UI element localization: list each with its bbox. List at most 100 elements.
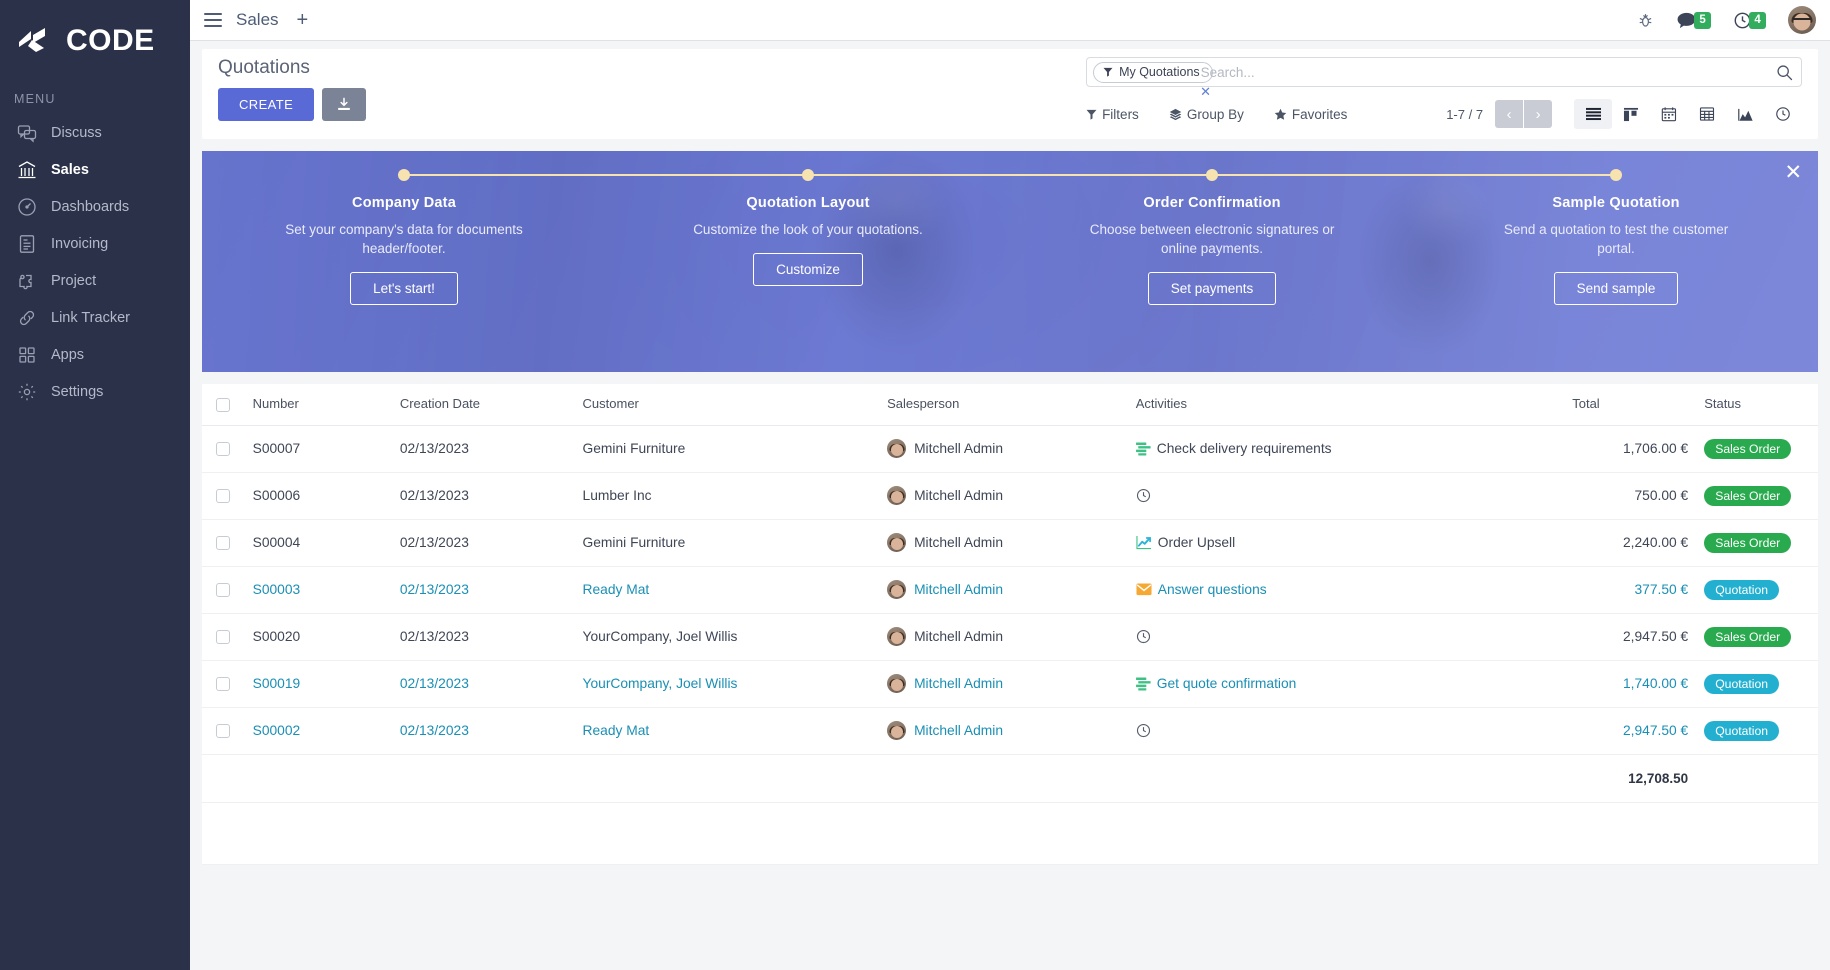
row-checkbox[interactable] xyxy=(216,583,230,598)
pager-next-button[interactable]: › xyxy=(1524,100,1553,128)
cell-salesperson: Mitchell Admin xyxy=(879,472,1128,520)
column-header-number[interactable]: Number xyxy=(244,384,392,426)
view-activity-button[interactable] xyxy=(1764,99,1802,129)
row-checkbox[interactable] xyxy=(216,442,230,457)
row-checkbox[interactable] xyxy=(216,630,230,645)
invoicing-icon xyxy=(16,233,38,255)
table-row[interactable]: S00019 02/13/2023 YourCompany, Joel Will… xyxy=(202,660,1819,708)
column-header-activities[interactable]: Activities xyxy=(1127,384,1565,426)
onboarding-step-quotation-layout: Quotation Layout Customize the look of y… xyxy=(606,151,1011,286)
pager-previous-button[interactable]: ‹ xyxy=(1495,100,1524,128)
sidebar-item-apps[interactable]: Apps xyxy=(0,336,190,373)
favorites-dropdown[interactable]: Favorites xyxy=(1274,107,1347,122)
table-row[interactable]: S00003 02/13/2023 Ready Mat Mitchell Adm… xyxy=(202,566,1819,614)
top-navbar: Sales + 5 xyxy=(190,0,1830,41)
table-row[interactable]: S00004 02/13/2023 Gemini Furniture Mitch… xyxy=(202,519,1819,567)
filter-funnel-icon xyxy=(1086,109,1097,120)
row-checkbox[interactable] xyxy=(216,724,230,739)
column-header-salesperson[interactable]: Salesperson xyxy=(879,384,1128,426)
import-button[interactable] xyxy=(322,88,367,121)
hamburger-icon[interactable] xyxy=(204,13,222,27)
activity-todo-icon xyxy=(1135,677,1151,691)
breadcrumb[interactable]: Sales xyxy=(236,10,279,29)
pager-range: 1-7 / 7 xyxy=(1446,106,1484,122)
sidebar-item-discuss[interactable]: Discuss xyxy=(0,114,190,151)
search-facet-remove-icon[interactable]: ✕ xyxy=(1200,84,1211,99)
select-all-checkbox[interactable] xyxy=(216,397,230,412)
step-action-button[interactable]: Send sample xyxy=(1553,272,1679,305)
step-action-button[interactable]: Customize xyxy=(753,253,863,286)
create-button[interactable]: CREATE xyxy=(218,88,315,121)
topbar-right-tools: 5 4 xyxy=(1637,6,1817,34)
filters-dropdown[interactable]: Filters xyxy=(1086,107,1139,122)
cell-activities[interactable]: Order Upsell xyxy=(1127,519,1565,567)
cell-activities[interactable] xyxy=(1127,707,1565,755)
quotations-table: Number Creation Date Customer Salesperso… xyxy=(202,384,1819,803)
cell-customer: Gemini Furniture xyxy=(574,519,880,567)
magnifier-icon[interactable] xyxy=(1776,64,1793,81)
step-connector-line xyxy=(1414,174,1617,176)
cell-activities[interactable]: Check delivery requirements xyxy=(1127,425,1565,473)
step-action-button[interactable]: Let's start! xyxy=(350,272,458,305)
sidebar-item-project[interactable]: Project xyxy=(0,262,190,299)
cell-activities[interactable]: Get quote confirmation xyxy=(1127,660,1565,708)
cell-total: 1,740.00 € xyxy=(1564,660,1697,708)
banner-close-icon[interactable]: ✕ xyxy=(1784,161,1803,184)
control-panel-right: My Quotations ✕ xyxy=(1086,57,1803,129)
messages-button[interactable]: 5 xyxy=(1676,11,1712,30)
plus-icon[interactable]: + xyxy=(296,9,309,31)
cell-salesperson: Mitchell Admin xyxy=(879,707,1128,755)
table-row[interactable]: S00002 02/13/2023 Ready Mat Mitchell Adm… xyxy=(202,707,1819,755)
avatar[interactable] xyxy=(1788,6,1817,34)
view-kanban-button[interactable] xyxy=(1612,99,1650,129)
select-all-header xyxy=(202,384,245,426)
cell-activities[interactable] xyxy=(1127,472,1565,520)
row-checkbox[interactable] xyxy=(216,489,230,504)
column-header-creation-date[interactable]: Creation Date xyxy=(391,384,575,426)
chevron-left-icon: ‹ xyxy=(1506,105,1512,123)
sidebar-item-link-tracker[interactable]: Link Tracker xyxy=(0,299,190,336)
cell-salesperson: Mitchell Admin xyxy=(879,425,1128,473)
list-empty-filler xyxy=(202,802,1819,865)
sidebar-item-sales[interactable]: Sales xyxy=(0,151,190,188)
table-row[interactable]: S00007 02/13/2023 Gemini Furniture Mitch… xyxy=(202,425,1819,473)
table-row[interactable]: S00006 02/13/2023 Lumber Inc Mitchell Ad… xyxy=(202,472,1819,520)
cell-activities[interactable]: Answer questions xyxy=(1127,566,1565,614)
view-graph-button[interactable] xyxy=(1726,99,1764,129)
activity-email-icon xyxy=(1136,583,1152,596)
view-list-button[interactable] xyxy=(1574,99,1613,129)
brand-logo[interactable]: CODE xyxy=(0,0,190,82)
table-body: S00007 02/13/2023 Gemini Furniture Mitch… xyxy=(202,425,1819,803)
avatar xyxy=(887,580,907,600)
group-by-dropdown[interactable]: Group By xyxy=(1169,107,1244,122)
search-input[interactable] xyxy=(1198,64,1777,80)
sidebar-item-label: Sales xyxy=(51,161,89,178)
table-row[interactable]: S00020 02/13/2023 YourCompany, Joel Will… xyxy=(202,613,1819,661)
salesperson-name: Mitchell Admin xyxy=(914,535,1004,551)
step-title: Quotation Layout xyxy=(746,195,870,211)
content-scroll: Quotations CREATE xyxy=(190,41,1830,970)
cell-creation-date: 02/13/2023 xyxy=(391,472,575,520)
row-checkbox[interactable] xyxy=(216,677,230,692)
column-header-status[interactable]: Status xyxy=(1696,384,1819,426)
bug-icon[interactable] xyxy=(1637,12,1654,29)
search-bar[interactable]: My Quotations ✕ xyxy=(1086,57,1803,98)
column-header-customer[interactable]: Customer xyxy=(574,384,880,426)
column-header-total[interactable]: Total xyxy=(1564,384,1697,426)
messages-count-badge: 5 xyxy=(1694,11,1712,29)
step-action-button[interactable]: Set payments xyxy=(1147,272,1277,305)
control-panel-left: Quotations CREATE xyxy=(218,57,367,121)
view-calendar-button[interactable] xyxy=(1650,99,1688,129)
sidebar-item-settings[interactable]: Settings xyxy=(0,373,190,410)
view-pivot-button[interactable] xyxy=(1688,99,1726,129)
sidebar-item-invoicing[interactable]: Invoicing xyxy=(0,225,190,262)
search-facet-my-quotations[interactable]: My Quotations xyxy=(1093,61,1213,83)
row-select-cell xyxy=(202,425,245,473)
sidebar-item-dashboards[interactable]: Dashboards xyxy=(0,188,190,225)
cell-total: 377.50 € xyxy=(1564,566,1697,614)
cell-activities[interactable] xyxy=(1127,613,1565,661)
cell-creation-date: 02/13/2023 xyxy=(391,613,575,661)
activities-button[interactable]: 4 xyxy=(1733,11,1767,30)
row-checkbox[interactable] xyxy=(216,536,230,551)
cell-total: 750.00 € xyxy=(1564,472,1697,520)
